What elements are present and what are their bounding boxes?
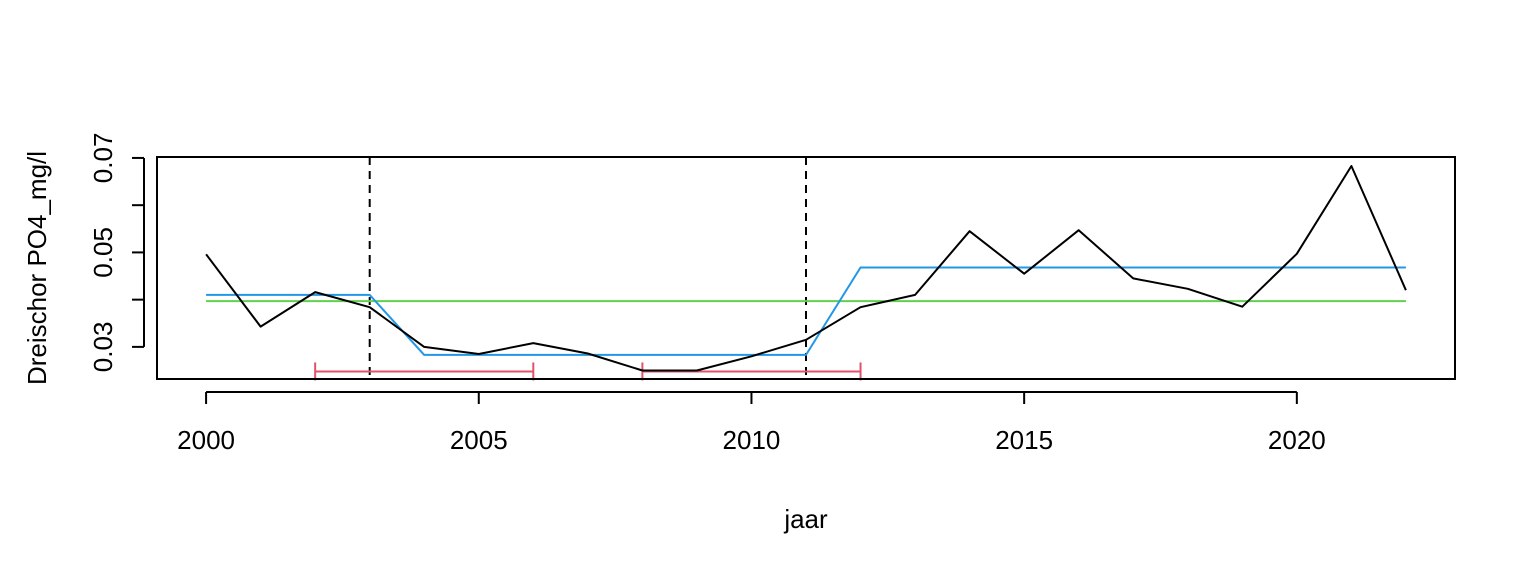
x-tick-label: 2000 [177, 425, 235, 455]
x-axis: 2000 2005 2010 2015 2020 [177, 391, 1326, 455]
series-line-0 [205, 165, 1407, 372]
plot-layer [205, 157, 1407, 381]
x-tick-label: 2005 [450, 425, 508, 455]
x-axis-label: jaar [783, 504, 828, 534]
y-axis: 0.03 0.05 0.07 [88, 133, 145, 373]
y-axis-label: Dreischor PO4_mg/l [22, 151, 52, 385]
y-tick-label: 0.03 [88, 322, 118, 373]
plot-frame [156, 156, 1456, 380]
series-line-1 [206, 266, 1406, 356]
x-tick-label: 2020 [1268, 425, 1326, 455]
y-tick-label: 0.05 [88, 227, 118, 278]
y-tick-label: 0.07 [88, 133, 118, 184]
x-tick-label: 2010 [723, 425, 781, 455]
x-tick-label: 2015 [995, 425, 1053, 455]
interval-0 [314, 362, 535, 381]
